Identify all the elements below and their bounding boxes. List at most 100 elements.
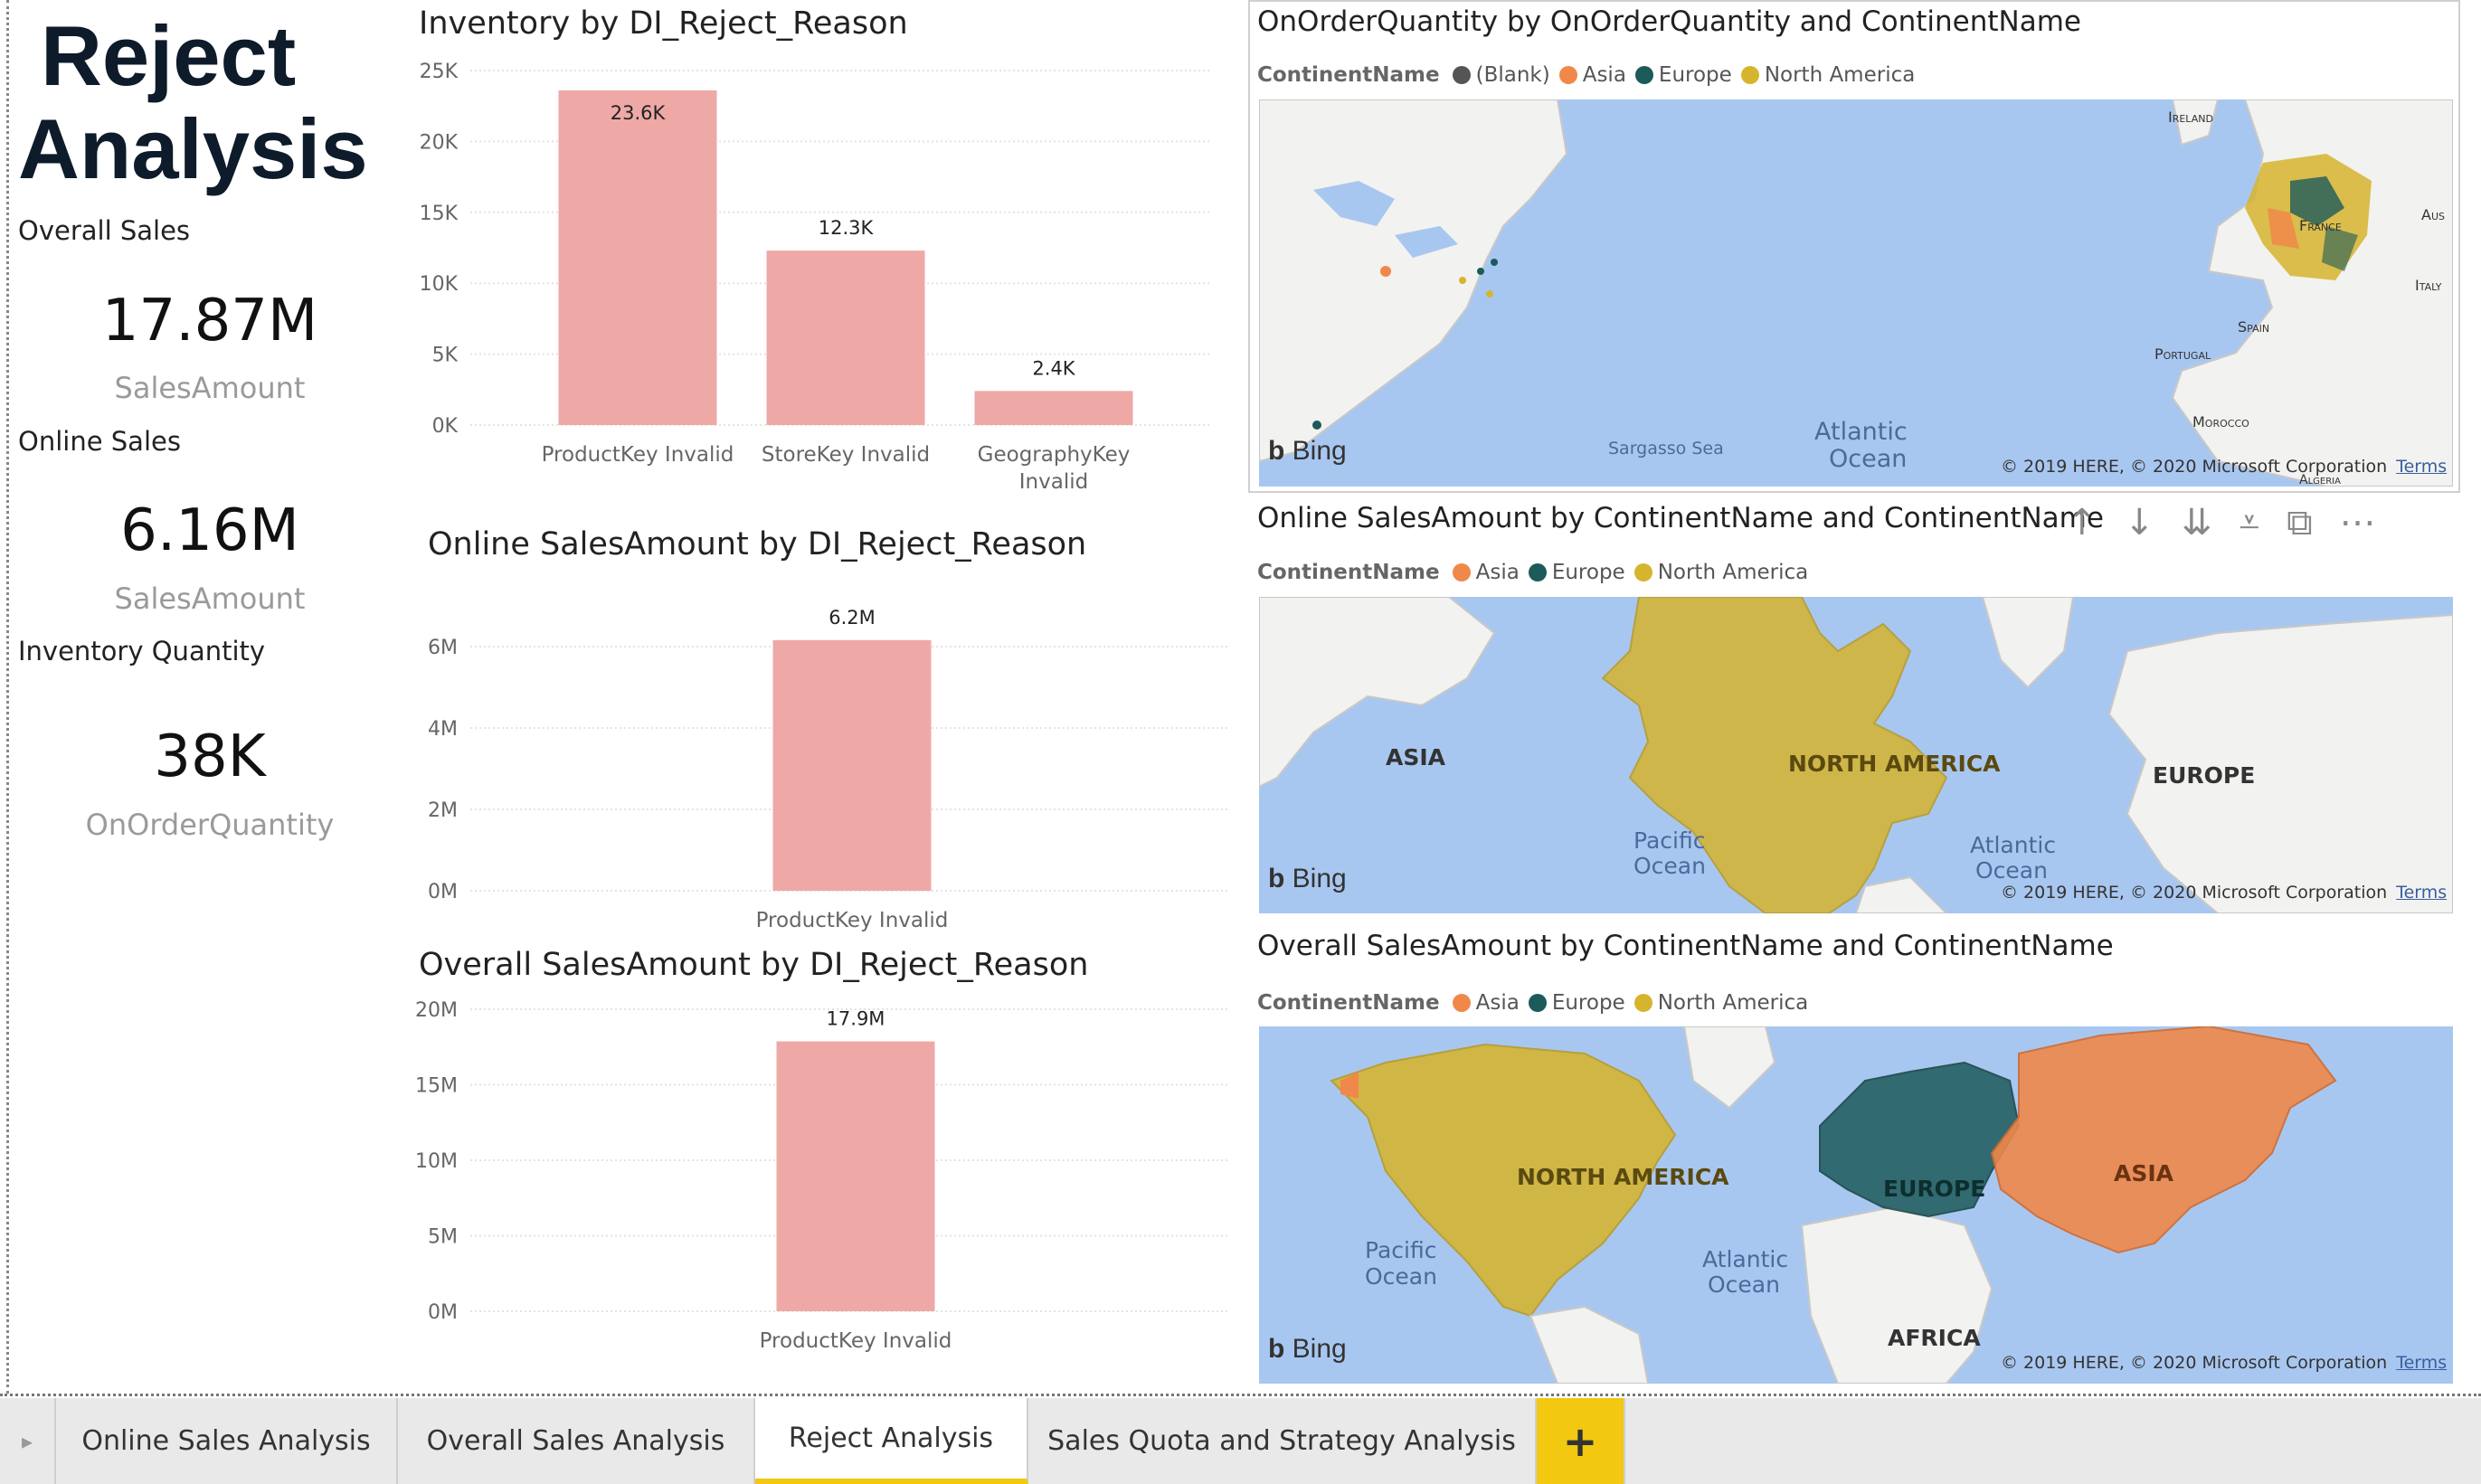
map-label-sargasso-sea: Sargasso Sea bbox=[1608, 439, 1724, 458]
legend-dot bbox=[1528, 994, 1547, 1012]
legend-item-europe[interactable]: Europe bbox=[1528, 991, 1625, 1015]
double-arrow-down-icon[interactable]: ⇊ bbox=[2182, 502, 2212, 544]
legend-item-europe[interactable]: Europe bbox=[1528, 561, 1625, 584]
map-label-aus: Aus bbox=[2421, 206, 2445, 223]
y-tick-label: 5M bbox=[428, 1226, 458, 1249]
terms-link[interactable]: Terms bbox=[2396, 1353, 2448, 1373]
terms-link[interactable]: Terms bbox=[2396, 883, 2448, 903]
overall-map-shapes bbox=[1330, 1026, 2337, 1384]
y-tick-label: 15M bbox=[415, 1075, 458, 1098]
x-category-label: ProductKey Invalid bbox=[542, 443, 734, 467]
tab-overall-sales-analysis[interactable]: Overall Sales Analysis bbox=[398, 1398, 755, 1484]
bing-label: Bing bbox=[1292, 1334, 1347, 1364]
arrow-up-icon[interactable]: ↑ bbox=[2067, 502, 2097, 544]
legend-label: Europe bbox=[1551, 991, 1625, 1015]
kpi-sub-online-sales: SalesAmount bbox=[114, 581, 306, 616]
more-options-icon[interactable]: ⋯ bbox=[2339, 502, 2376, 544]
map-label-asia: ASIA bbox=[2114, 1160, 2174, 1186]
bing-icon: b bbox=[1268, 864, 1285, 893]
legend-item-europe[interactable]: Europe bbox=[1634, 63, 1732, 87]
legend-dot bbox=[1634, 66, 1653, 84]
kpi-value-online-sales[interactable]: 6.16M bbox=[120, 497, 299, 564]
bing-logo: b Bing bbox=[1268, 864, 1347, 894]
online-bar-chart[interactable]: 0M 2M 4M 6M 6.2M ProductKey Invalid bbox=[398, 588, 1248, 950]
onorder-map[interactable]: Ireland France Aus Italy Spain Portugal … bbox=[1259, 99, 2453, 487]
legend-item-asia[interactable]: Asia bbox=[1452, 561, 1520, 584]
legend-item-north-america[interactable]: North America bbox=[1740, 63, 1915, 87]
page-title-line2: Analysis bbox=[18, 101, 368, 196]
overall-bar-chart[interactable]: 0M 5M 10M 15M 20M 17.9M ProductKey Invalid bbox=[398, 995, 1248, 1366]
legend-item-asia[interactable]: Asia bbox=[1558, 63, 1626, 87]
bar bbox=[974, 391, 1133, 425]
legend-label: Asia bbox=[1582, 63, 1626, 87]
online-map[interactable]: ASIA NORTH AMERICA EUROPE Pacific Ocean … bbox=[1259, 597, 2453, 913]
page-tabs-bar: ▸ Online Sales Analysis Overall Sales An… bbox=[0, 1398, 2481, 1484]
tab-sales-quota-and-strategy-analysis[interactable]: Sales Quota and Strategy Analysis bbox=[1028, 1398, 1537, 1484]
legend-label: North America bbox=[1657, 991, 1809, 1015]
bing-label: Bing bbox=[1292, 864, 1347, 893]
map-label-pacific-ocean: Ocean bbox=[1633, 853, 1706, 879]
tab-online-sales-analysis[interactable]: Online Sales Analysis bbox=[56, 1398, 398, 1484]
legend-item-north-america[interactable]: North America bbox=[1633, 561, 1809, 584]
online-chart-title: Online SalesAmount by DI_Reject_Reason bbox=[428, 526, 1087, 562]
overall-map-title: Overall SalesAmount by ContinentName and… bbox=[1257, 930, 2114, 962]
map-label-pacific-ocean: Ocean bbox=[1365, 1263, 1437, 1290]
x-category-label: GeographyKey bbox=[978, 443, 1131, 467]
bing-logo: b Bing bbox=[1268, 1334, 1347, 1365]
y-tick-label: 5K bbox=[432, 345, 459, 367]
kpi-value-inventory-quantity[interactable]: 38K bbox=[154, 723, 266, 790]
legend-item-asia[interactable]: Asia bbox=[1452, 991, 1520, 1015]
map-label-portugal: Portugal bbox=[2154, 345, 2211, 363]
map-label-italy: Italy bbox=[2415, 277, 2442, 294]
onorder-map-shapes bbox=[1259, 99, 2453, 487]
data-label: 2.4K bbox=[1032, 357, 1075, 379]
x-category-label: ProductKey Invalid bbox=[760, 1329, 952, 1353]
terms-link[interactable]: Terms bbox=[2396, 457, 2448, 477]
y-tick-label: 4M bbox=[428, 718, 458, 741]
arrow-down-icon[interactable]: ↓ bbox=[2124, 502, 2155, 544]
add-page-button[interactable]: + bbox=[1537, 1398, 1625, 1484]
map-copyright: © 2019 HERE, © 2020 Microsoft Corporatio… bbox=[2001, 883, 2447, 903]
y-tick-label: 20K bbox=[420, 131, 459, 154]
focus-mode-icon[interactable]: ⧉ bbox=[2287, 502, 2313, 544]
tabs-scroll-left-button[interactable]: ▸ bbox=[0, 1398, 56, 1484]
map-label-ireland: Ireland bbox=[2168, 109, 2213, 126]
online-map-title: Online SalesAmount by ContinentName and … bbox=[1257, 502, 2104, 534]
map-label-atlantic-ocean: Ocean bbox=[1708, 1271, 1780, 1298]
bing-logo: b Bing bbox=[1268, 436, 1347, 467]
legend-item-blank[interactable]: (Blank) bbox=[1452, 63, 1550, 87]
y-tick-label: 0M bbox=[428, 1301, 458, 1324]
onorder-map-legend: ContinentName (Blank) Asia Europe North … bbox=[1257, 63, 1924, 87]
legend-label: North America bbox=[1657, 561, 1809, 584]
legend-dot bbox=[1558, 66, 1577, 84]
copyright-text: © 2019 HERE, © 2020 Microsoft Corporatio… bbox=[2001, 883, 2388, 903]
data-label: 12.3K bbox=[819, 217, 875, 239]
expand-hierarchy-icon[interactable]: ⩡ bbox=[2239, 502, 2260, 544]
report-canvas bbox=[6, 0, 2481, 1394]
inventory-bar-chart[interactable]: 0K 5K 10K 15K 20K 25K 23.6K ProductKey Invalid 1… bbox=[398, 54, 1248, 515]
map-label-africa: AFRICA bbox=[1888, 1325, 1981, 1351]
y-tick-label: 10M bbox=[415, 1150, 458, 1173]
y-tick-label: 20M bbox=[415, 999, 458, 1022]
map-label-algeria: Algeria bbox=[2299, 473, 2341, 487]
legend-dot bbox=[1633, 563, 1652, 581]
tab-reject-analysis[interactable]: Reject Analysis bbox=[755, 1398, 1028, 1484]
overall-map-legend: ContinentName Asia Europe North America bbox=[1257, 991, 1817, 1015]
onorder-map-title: OnOrderQuantity by OnOrderQuantity and C… bbox=[1257, 5, 2081, 38]
bar bbox=[772, 639, 932, 891]
y-tick-label: 15K bbox=[420, 203, 459, 225]
legend-title: ContinentName bbox=[1257, 991, 1440, 1015]
kpi-label-overall-sales: Overall Sales bbox=[18, 215, 191, 246]
map-label-north-america: NORTH AMERICA bbox=[1517, 1164, 1729, 1190]
legend-label: Asia bbox=[1475, 991, 1520, 1015]
copyright-text: © 2019 HERE, © 2020 Microsoft Corporatio… bbox=[2001, 457, 2388, 477]
overall-map[interactable]: NORTH AMERICA EUROPE ASIA AFRICA Pacific… bbox=[1259, 1026, 2453, 1384]
map-label-spain: Spain bbox=[2238, 318, 2270, 336]
x-category-label: StoreKey Invalid bbox=[762, 443, 930, 467]
legend-item-north-america[interactable]: North America bbox=[1633, 991, 1809, 1015]
map-label-europe: EUROPE bbox=[1883, 1176, 1986, 1202]
map-label-pacific: Pacific bbox=[1365, 1237, 1437, 1263]
legend-label: Europe bbox=[1551, 561, 1625, 584]
kpi-value-overall-sales[interactable]: 17.87M bbox=[101, 288, 318, 354]
onorder-map-visual-frame bbox=[1248, 0, 2460, 493]
